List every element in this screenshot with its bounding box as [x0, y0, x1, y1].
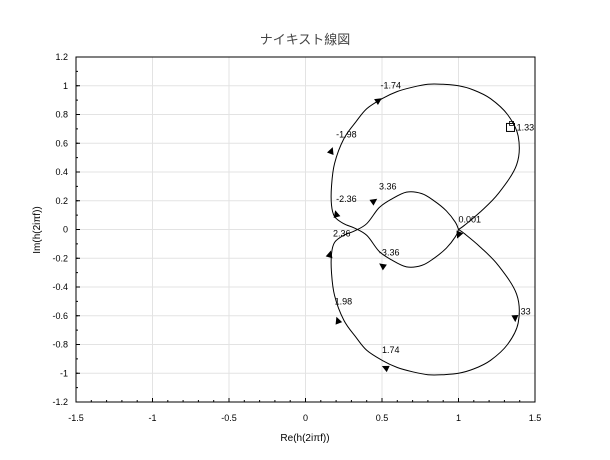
frequency-annotations: -1.74 -1.98 -2.36 3.36 0.001 1.33 2.36 -3.36 1.9… — [333, 81, 534, 356]
direction-arrow — [456, 230, 464, 239]
frequency-label: 3.36 — [379, 181, 397, 191]
nyquist-curves — [330, 83, 520, 376]
markers — [506, 121, 516, 132]
x-tick-label: 0.5 — [376, 413, 389, 423]
y-tick-label: 0.4 — [55, 167, 68, 177]
frequency-label: -1.98 — [336, 130, 357, 140]
nyquist-branch-2 — [330, 83, 520, 268]
y-tick-label: 0.6 — [55, 138, 68, 148]
frequency-label: 1.33 — [517, 122, 535, 132]
direction-arrow — [381, 365, 390, 373]
y-tick-label: 0 — [63, 225, 68, 235]
y-tick-label: 0.2 — [55, 196, 68, 206]
direction-arrow — [333, 210, 341, 218]
frequency-label: 0.001 — [459, 214, 482, 224]
direction-arrow — [327, 147, 334, 155]
chart-title: ナイキスト線図 — [260, 32, 351, 48]
y-tick-label: -1.2 — [52, 397, 68, 407]
x-tick-label: -0.5 — [221, 413, 237, 423]
frequency-label: -1.74 — [380, 81, 401, 91]
direction-arrows — [325, 98, 519, 373]
direction-arrow — [511, 314, 519, 323]
frequency-label: -2.36 — [336, 194, 357, 204]
frequency-label: 1.98 — [335, 296, 353, 306]
x-tick-label: 1.5 — [529, 413, 542, 423]
y-tick-label: -0.2 — [52, 253, 68, 263]
y-axis-label: Im(h(2iπf)) — [32, 206, 43, 253]
y-tick-label: -0.6 — [52, 311, 68, 321]
grid — [76, 57, 535, 402]
y-tick-label: -0.4 — [52, 282, 68, 292]
y-tick-label: 1 — [63, 81, 68, 91]
frequency-label: .33 — [518, 306, 531, 316]
frequency-label: 1.74 — [382, 345, 400, 355]
plot-frame — [75, 56, 536, 403]
frequency-label: 2.36 — [333, 229, 351, 239]
nyquist-branch-1 — [330, 191, 520, 376]
x-axis-label: Re(h(2iπf)) — [280, 433, 329, 444]
axis-ticks: -1.5 -1 -0.5 0 0.5 1 1.5 -1.2 -1 -0.8 -0.6 -0.4 -0.2… — [52, 52, 541, 423]
x-tick-label: -1 — [148, 413, 156, 423]
y-tick-label: 1.2 — [55, 52, 68, 62]
y-tick-label: -0.8 — [52, 340, 68, 350]
x-tick-label: 0 — [303, 413, 308, 423]
y-tick-label: -1 — [60, 368, 68, 378]
x-tick-label: -1.5 — [68, 413, 84, 423]
y-tick-label: 0.8 — [55, 110, 68, 120]
direction-arrow — [379, 263, 387, 271]
direction-arrow — [335, 316, 343, 325]
direction-arrow — [325, 250, 333, 259]
frequency-label: -3.36 — [379, 247, 400, 257]
x-tick-label: 1 — [456, 413, 461, 423]
square-marker-inner — [509, 121, 514, 126]
square-marker — [506, 122, 516, 132]
direction-arrow — [374, 98, 382, 105]
direction-arrow — [369, 198, 378, 206]
